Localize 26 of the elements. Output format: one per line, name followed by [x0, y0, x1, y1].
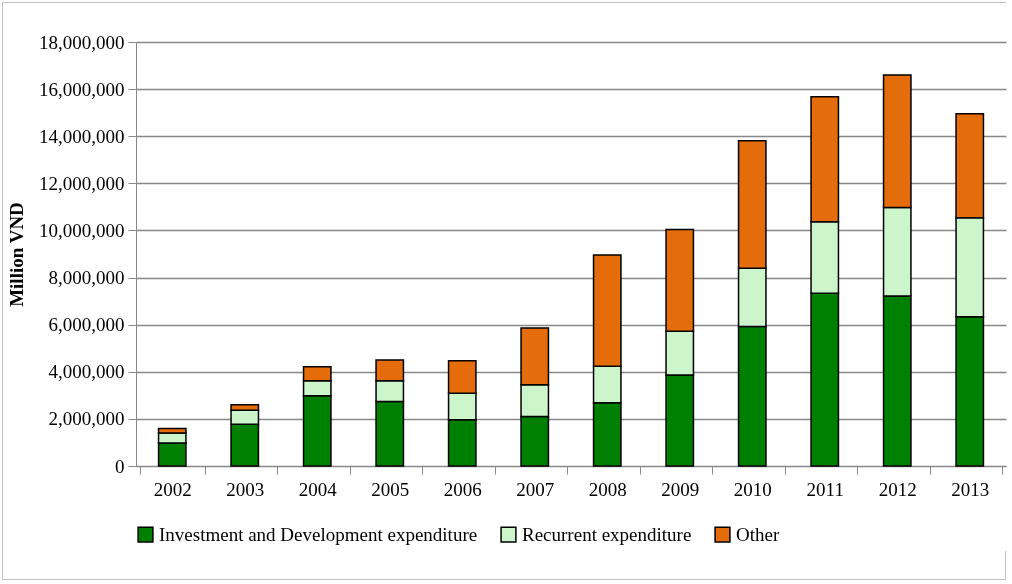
legend-label: Recurrent expenditure	[522, 523, 692, 545]
y-tick-label: 10,000,000	[39, 219, 125, 241]
x-tick-label: 2006	[443, 478, 482, 500]
x-tick-label: 2005	[371, 478, 410, 500]
legend-label: Other	[736, 523, 780, 545]
x-tick-label: 2007	[516, 478, 555, 500]
legend-label: Investment and Development expenditure	[159, 523, 478, 545]
y-tick-label: 6,000,000	[48, 314, 125, 336]
x-tick-label: 2010	[733, 478, 772, 500]
y-axis-title: Million VND	[6, 202, 27, 307]
x-tick-label: 2002	[153, 478, 192, 500]
y-tick-label: 4,000,000	[48, 361, 125, 383]
y-tick-label: 0	[115, 455, 125, 477]
y-tick-label: 14,000,000	[39, 125, 125, 147]
y-tick-label: 2,000,000	[48, 408, 125, 430]
y-tick-label: 8,000,000	[48, 267, 125, 289]
x-tick-label: 2013	[951, 478, 990, 500]
x-tick-label: 2008	[588, 478, 627, 500]
y-tick-label: 12,000,000	[39, 172, 125, 194]
x-tick-label: 2012	[878, 478, 917, 500]
x-tick-label: 2009	[661, 478, 700, 500]
x-tick-label: 2004	[298, 478, 338, 500]
y-tick-label: 16,000,000	[39, 78, 125, 100]
x-tick-label: 2011	[806, 478, 844, 500]
x-tick-label: 2003	[226, 478, 265, 500]
y-tick-label: 18,000,000	[39, 31, 125, 53]
